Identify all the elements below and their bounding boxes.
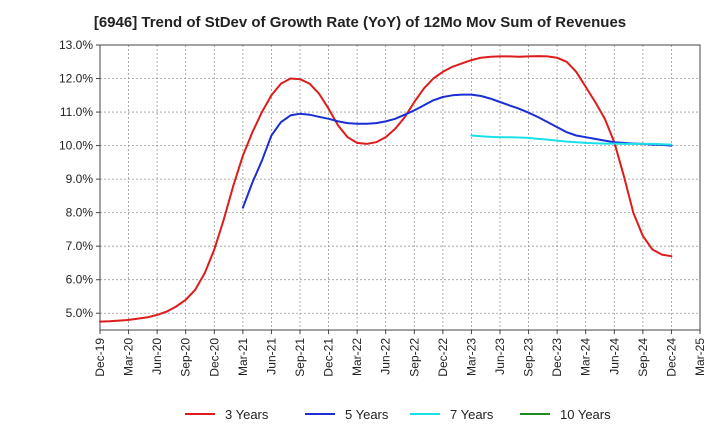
x-tick-label: Jun-21 [264,338,278,375]
series-layer [99,55,673,323]
x-tick-label: Jun-24 [607,338,621,375]
y-tick-label: 5.0% [66,306,94,320]
x-tick-label: Sep-24 [636,338,650,377]
x-tick-label: Dec-20 [207,338,221,377]
x-tick-label: Dec-19 [93,338,107,377]
y-tick-label: 11.0% [60,105,93,119]
y-tick-label: 13.0% [59,38,93,52]
legend: 3 Years 5 Years 7 Years 10 Years [185,407,611,422]
x-tick-label: Sep-22 [407,338,421,377]
x-tick-label: Dec-23 [550,338,564,377]
legend-label: 10 Years [560,407,611,422]
x-tick-label: Sep-21 [293,338,307,377]
legend-label: 5 Years [345,407,389,422]
x-tick-label: Mar-25 [693,338,707,376]
legend-label: 3 Years [225,407,269,422]
x-tick-label: Jun-20 [150,338,164,375]
x-tick-label: Mar-20 [122,338,136,376]
x-tick-label: Sep-23 [522,338,536,377]
plot-frame [99,44,701,331]
legend-label: 7 Years [450,407,494,422]
x-tick-label: Mar-21 [236,338,250,376]
x-tick-label: Sep-20 [179,338,193,377]
y-tick-label: 7.0% [66,239,94,253]
series-line-5-years [241,93,673,209]
x-tick-label: Jun-23 [493,338,507,375]
series-line-7-years [470,134,673,146]
y-tick-label: 9.0% [66,172,94,186]
chart-title: [6946] Trend of StDev of Growth Rate (Yo… [93,14,627,31]
x-tick-label: Dec-21 [322,338,336,377]
x-axis: Dec-19 Mar-20 Jun-20 Sep-20 Dec-20 Mar-21 Jun-… [93,330,707,377]
y-axis: 5.0% 6.0% 7.0% 8.0% 9.0% 10.0% 11.0% 12.0% 13.0% [59,38,100,320]
x-tick-label: Dec-22 [436,338,450,377]
x-tick-label: Dec-24 [664,338,678,377]
y-tick-label: 12.0% [59,72,93,86]
x-tick-label: Mar-23 [464,338,478,376]
y-tick-label: 8.0% [66,206,94,220]
series-line-3-years [99,55,673,323]
x-tick-label: Mar-22 [350,338,364,376]
grid-layer [99,44,701,330]
y-tick-label: 6.0% [66,273,94,287]
x-tick-label: Jun-22 [379,338,393,375]
x-tick-label: Mar-24 [579,338,593,376]
y-tick-label: 10.0% [59,139,93,153]
